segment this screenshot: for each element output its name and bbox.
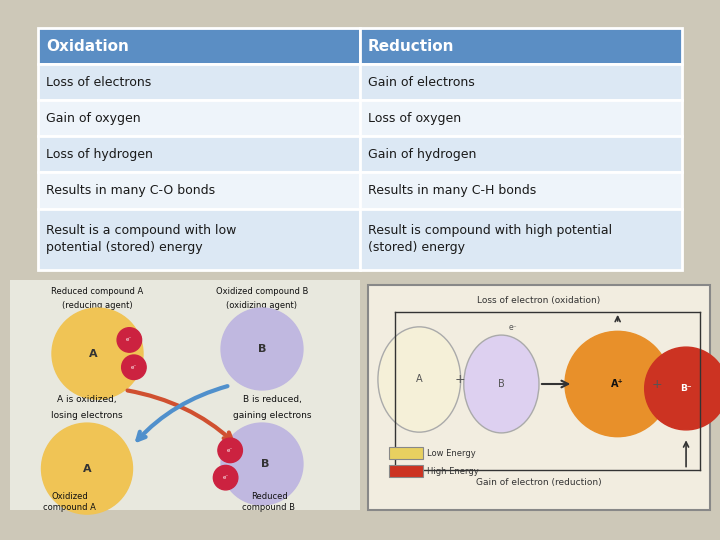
FancyArrowPatch shape <box>127 390 232 441</box>
Text: compound B: compound B <box>243 503 295 512</box>
Text: Loss of electrons: Loss of electrons <box>46 76 151 89</box>
Bar <box>38 172 360 208</box>
FancyArrowPatch shape <box>541 381 568 387</box>
FancyArrowPatch shape <box>683 442 688 467</box>
Text: Low Energy: Low Energy <box>427 449 475 458</box>
Text: +: + <box>455 373 466 386</box>
Bar <box>360 28 682 64</box>
Bar <box>368 285 710 510</box>
Text: (oxidizing agent): (oxidizing agent) <box>227 301 297 310</box>
Text: Results in many C-H bonds: Results in many C-H bonds <box>368 184 536 197</box>
Ellipse shape <box>464 335 539 433</box>
Text: e⁻: e⁻ <box>126 338 132 342</box>
Text: Result is a compound with low
potential (stored) energy: Result is a compound with low potential … <box>46 224 236 254</box>
Text: e⁻: e⁻ <box>227 448 233 453</box>
Circle shape <box>221 423 303 505</box>
Ellipse shape <box>378 327 461 432</box>
Text: gaining electrons: gaining electrons <box>233 411 312 420</box>
Bar <box>360 64 682 100</box>
Text: A⁺: A⁺ <box>611 379 624 389</box>
Circle shape <box>221 308 303 390</box>
Text: Result is compound with high potential
(stored) energy: Result is compound with high potential (… <box>368 224 612 254</box>
Text: B: B <box>261 459 269 469</box>
Text: Oxidized compound B: Oxidized compound B <box>216 287 308 296</box>
Bar <box>360 137 682 172</box>
Circle shape <box>122 355 146 380</box>
Text: compound A: compound A <box>43 503 96 512</box>
Bar <box>360 172 682 208</box>
Text: A: A <box>416 375 423 384</box>
Bar <box>38 137 360 172</box>
Text: B: B <box>498 379 505 389</box>
Text: B is reduced,: B is reduced, <box>243 395 302 404</box>
Text: Gain of oxygen: Gain of oxygen <box>46 112 140 125</box>
Bar <box>38 28 360 64</box>
Text: B⁻: B⁻ <box>680 384 692 393</box>
Bar <box>389 465 423 477</box>
Text: e⁻: e⁻ <box>131 364 137 370</box>
FancyArrowPatch shape <box>138 386 228 440</box>
Bar <box>389 447 423 460</box>
Circle shape <box>52 308 143 399</box>
Bar <box>360 100 682 137</box>
Bar <box>38 100 360 137</box>
FancyArrowPatch shape <box>615 316 620 322</box>
Text: Loss of oxygen: Loss of oxygen <box>368 112 461 125</box>
Text: e⁻: e⁻ <box>508 323 517 332</box>
Text: A: A <box>83 464 91 474</box>
Circle shape <box>42 423 132 514</box>
Text: (reducing agent): (reducing agent) <box>62 301 132 310</box>
Bar <box>38 208 360 270</box>
Text: Gain of hydrogen: Gain of hydrogen <box>368 148 477 161</box>
Text: Oxidized: Oxidized <box>51 491 88 501</box>
Text: Reduction: Reduction <box>368 38 454 53</box>
Bar <box>360 208 682 270</box>
Text: High Energy: High Energy <box>427 467 479 476</box>
Text: Reduced compound A: Reduced compound A <box>51 287 143 296</box>
Text: Loss of electron (oxidation): Loss of electron (oxidation) <box>477 296 600 305</box>
Text: Oxidation: Oxidation <box>46 38 129 53</box>
Bar <box>10 280 360 510</box>
Text: Loss of hydrogen: Loss of hydrogen <box>46 148 153 161</box>
Circle shape <box>117 328 142 352</box>
Text: A: A <box>89 349 98 359</box>
Text: Gain of electrons: Gain of electrons <box>368 76 474 89</box>
Text: B: B <box>258 344 266 354</box>
Text: Reduced: Reduced <box>251 491 287 501</box>
Text: Results in many C-O bonds: Results in many C-O bonds <box>46 184 215 197</box>
Text: A is oxidized,: A is oxidized, <box>57 395 117 404</box>
Bar <box>38 64 360 100</box>
Text: e⁻: e⁻ <box>222 475 229 480</box>
Circle shape <box>565 332 670 437</box>
Text: +: + <box>652 377 662 390</box>
Circle shape <box>218 438 243 463</box>
Circle shape <box>644 347 720 430</box>
Text: losing electrons: losing electrons <box>51 411 123 420</box>
Text: Gain of electron (reduction): Gain of electron (reduction) <box>476 478 602 488</box>
Circle shape <box>213 465 238 490</box>
